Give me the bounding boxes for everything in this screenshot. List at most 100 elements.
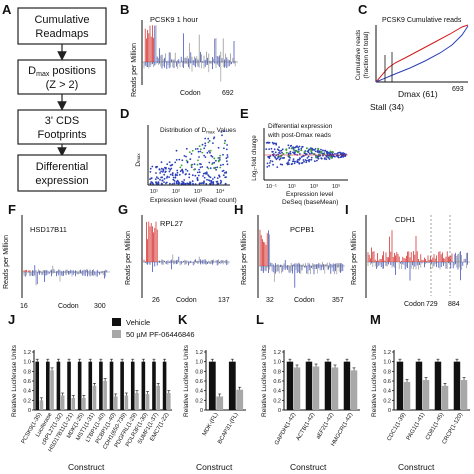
panel-j-bar-10-drug [145, 394, 150, 410]
panel-e-point-78 [271, 160, 274, 163]
panel-k-category-label-1: BCAP31-(FL) [217, 412, 240, 445]
panel-d-point-159 [164, 170, 167, 173]
panel-d-point-19 [198, 156, 200, 158]
panel-e-point-20 [289, 150, 292, 153]
panel-e-point-95 [310, 156, 313, 159]
panel-e-point-224 [282, 157, 285, 160]
panel-e-point-162 [281, 151, 283, 154]
panel-e-point-204 [276, 166, 279, 169]
panel-label-b: B [120, 2, 129, 17]
panel-e-point-53 [270, 147, 273, 150]
panel-g-ylabel: Reads per Million [125, 231, 132, 285]
panel-i: I CDH1 Reads per Million Codon 729 884 [345, 202, 470, 308]
panel-l-bar-2-vehicle [324, 361, 332, 410]
panel-d-point-166 [189, 158, 192, 161]
panel-j-bar-8-drug [124, 395, 129, 410]
panel-d-point-187 [168, 176, 171, 179]
panel-e-point-36 [303, 160, 305, 163]
panel-label-k: K [178, 312, 188, 327]
panel-d-point-111 [159, 178, 161, 181]
panel-d-point-0 [198, 168, 201, 171]
panel-d-point-249 [226, 163, 229, 166]
panel-j-bar-4-vehicle [77, 361, 82, 410]
flow-box-differential [17, 154, 107, 192]
panel-e-point-0 [334, 153, 336, 155]
panel-d-point-110 [161, 179, 164, 182]
panel-e-xtick-4: 10⁵ [332, 183, 340, 190]
panel-b-xlabel: Codon [180, 90, 201, 97]
panel-l-ytick-label-2: 0.4 [273, 389, 281, 395]
panel-f-ylabel: Reads per Million [3, 235, 10, 289]
panel-e-point-252 [342, 156, 344, 158]
panel-d-point-112 [149, 182, 152, 185]
panel-d-point-71 [149, 171, 152, 173]
panel-d-point-202 [220, 181, 223, 183]
panel-e-xtick-2: 10¹ [288, 184, 296, 190]
panel-d-point-204 [191, 174, 194, 177]
panel-d-point-183 [203, 154, 206, 157]
panel-e-point-35 [292, 146, 294, 149]
panel-j-bar-12-drug [166, 393, 171, 410]
panel-e-point-73 [289, 152, 292, 155]
panel-e-point-207 [281, 163, 284, 166]
panel-e-point-195 [266, 162, 269, 165]
panel-j-ytick-label-1: 0.2 [23, 398, 31, 404]
panel-h-title: PCPB1 [290, 225, 315, 234]
panel-e-point-213 [317, 150, 319, 153]
panel-c: C PCSK9 Cumulative reads Cumulative read… [355, 2, 469, 112]
panel-d-point-80 [168, 167, 170, 170]
panel-d-point-193 [198, 182, 201, 185]
panel-m-category-label-2: CD81(1-45) [425, 412, 445, 441]
panel-e-point-111 [298, 148, 300, 151]
panel-d-point-151 [151, 165, 154, 168]
panel-l-ytick-label-5: 1.0 [273, 360, 281, 366]
panel-e-point-185 [272, 154, 275, 157]
panel-d-point-173 [159, 172, 162, 174]
panel-e-point-118 [320, 148, 322, 151]
panel-l-chart: 0 0.2 0.4 0.6 0.8 1.0 1.2 Relative Luciferase U… [261, 344, 360, 447]
panel-e-green-point-21 [309, 148, 312, 151]
panel-c-stall-label: Stall (34) [370, 102, 404, 112]
panel-m-ytick-label-1: 0.2 [383, 398, 391, 404]
panel-d-point-196 [206, 178, 208, 181]
panel-e-point-151 [339, 156, 342, 159]
panel-e-point-164 [292, 147, 295, 150]
panel-d-point-136 [150, 181, 153, 183]
panel-l-category-label-0: GAPDH(1-42) [274, 412, 297, 446]
panel-d-xtick-2: 10² [172, 189, 180, 195]
panel-d-green-point-13 [217, 157, 220, 159]
panel-d-point-257 [161, 176, 164, 179]
panel-b-xmax: 692 [222, 90, 234, 97]
panel-e-point-67 [268, 148, 270, 151]
flow-box-dmax-line1: Dmax positions [28, 65, 96, 78]
panel-m-category-label-0: CDC1(1-39) [386, 412, 407, 442]
panel-d-point-169 [215, 168, 218, 171]
panel-d-point-228 [202, 172, 205, 175]
panel-d-point-18 [204, 144, 207, 147]
panel-e-point-170 [308, 148, 310, 151]
panel-m-ytick-label-5: 1.0 [383, 360, 391, 366]
panel-d-green-point-14 [223, 142, 226, 145]
panel-h-xmin: 32 [266, 297, 274, 304]
panel-d-point-227 [171, 183, 174, 185]
panel-h-xlabel: Codon [294, 297, 315, 304]
panel-e-point-210 [281, 148, 284, 151]
panel-d-point-198 [156, 183, 159, 185]
panel-j-bar-5-drug [92, 385, 97, 410]
panel-e-point-243 [287, 144, 290, 147]
panel-d-point-77 [188, 176, 191, 179]
panel-j-bar-5-vehicle [88, 361, 93, 410]
panel-l-bar-3-drug [350, 370, 358, 410]
panel-e-point-51 [298, 162, 301, 165]
panel-e-point-122 [293, 162, 296, 165]
panel-d-point-229 [175, 149, 178, 152]
panel-j-ytick-label-3: 0.6 [23, 379, 31, 385]
panel-d-green-point-5 [199, 148, 202, 151]
panel-e-point-175 [293, 151, 296, 154]
panel-j-bar-9-vehicle [130, 361, 135, 410]
panel-e-point-48 [300, 156, 303, 158]
panel-j-bar-3-vehicle [67, 361, 71, 410]
panel-d-point-250 [189, 182, 192, 185]
panel-d-point-27 [206, 151, 209, 154]
